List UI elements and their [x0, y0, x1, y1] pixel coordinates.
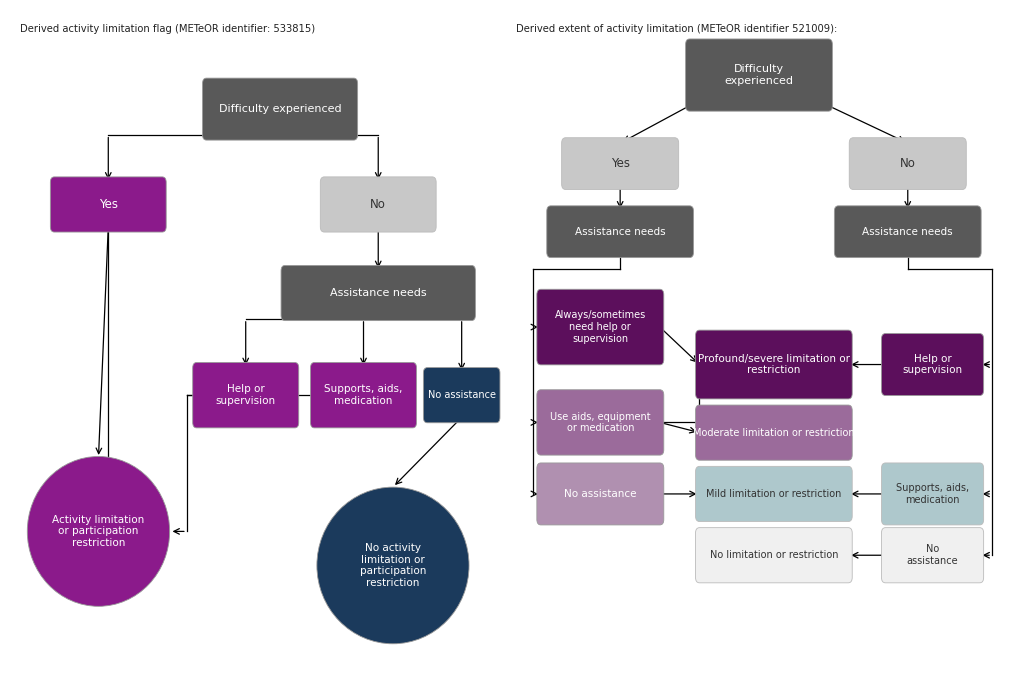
FancyBboxPatch shape: [561, 138, 678, 190]
FancyBboxPatch shape: [695, 466, 851, 521]
FancyBboxPatch shape: [881, 528, 983, 583]
FancyBboxPatch shape: [848, 138, 966, 190]
Text: Moderate limitation or restriction: Moderate limitation or restriction: [693, 427, 854, 438]
Text: Supports, aids,
medication: Supports, aids, medication: [895, 483, 969, 505]
FancyBboxPatch shape: [51, 177, 166, 232]
FancyBboxPatch shape: [695, 528, 851, 583]
FancyBboxPatch shape: [536, 463, 663, 525]
Ellipse shape: [27, 457, 170, 606]
Text: No: No: [899, 157, 915, 170]
FancyBboxPatch shape: [684, 39, 832, 111]
Text: Supports, aids,
medication: Supports, aids, medication: [324, 384, 402, 406]
Ellipse shape: [316, 487, 468, 644]
FancyBboxPatch shape: [536, 289, 663, 365]
Text: No assistance: No assistance: [428, 390, 495, 400]
Text: Assistance needs: Assistance needs: [330, 288, 426, 298]
FancyBboxPatch shape: [423, 368, 499, 423]
FancyBboxPatch shape: [202, 78, 357, 140]
Text: No limitation or restriction: No limitation or restriction: [709, 550, 837, 560]
Text: Derived extent of activity limitation (METeOR identifier 521009):: Derived extent of activity limitation (M…: [516, 24, 836, 34]
Text: Yes: Yes: [99, 198, 117, 211]
Text: Assistance needs: Assistance needs: [861, 227, 952, 237]
Text: No activity
limitation or
participation
restriction: No activity limitation or participation …: [360, 543, 426, 588]
FancyBboxPatch shape: [695, 330, 851, 399]
Text: Profound/severe limitation or
restriction: Profound/severe limitation or restrictio…: [698, 354, 849, 375]
Text: Assistance needs: Assistance needs: [574, 227, 665, 237]
FancyBboxPatch shape: [881, 334, 983, 395]
FancyBboxPatch shape: [281, 265, 475, 320]
Text: No assistance: No assistance: [563, 489, 636, 499]
FancyBboxPatch shape: [310, 363, 417, 428]
FancyBboxPatch shape: [536, 390, 663, 455]
Text: Help or
supervision: Help or supervision: [902, 354, 961, 375]
FancyBboxPatch shape: [320, 177, 436, 232]
Text: Mild limitation or restriction: Mild limitation or restriction: [706, 489, 841, 499]
FancyBboxPatch shape: [546, 206, 693, 258]
Text: Help or
supervision: Help or supervision: [215, 384, 276, 406]
Text: Difficulty
experienced: Difficulty experienced: [724, 64, 793, 86]
FancyBboxPatch shape: [192, 363, 298, 428]
Text: Difficulty experienced: Difficulty experienced: [218, 104, 341, 114]
Text: Yes: Yes: [610, 157, 629, 170]
Text: Derived activity limitation flag (METeOR identifier: 533815): Derived activity limitation flag (METeOR…: [20, 24, 314, 34]
FancyBboxPatch shape: [695, 405, 851, 460]
Text: Activity limitation
or participation
restriction: Activity limitation or participation res…: [53, 515, 145, 548]
FancyBboxPatch shape: [833, 206, 981, 258]
Text: No: No: [370, 198, 386, 211]
Text: Always/sometimes
need help or
supervision: Always/sometimes need help or supervisio…: [554, 311, 645, 343]
FancyBboxPatch shape: [881, 463, 983, 525]
Text: Use aids, equipment
or medication: Use aids, equipment or medication: [549, 411, 650, 433]
Text: No
assistance: No assistance: [906, 544, 957, 566]
